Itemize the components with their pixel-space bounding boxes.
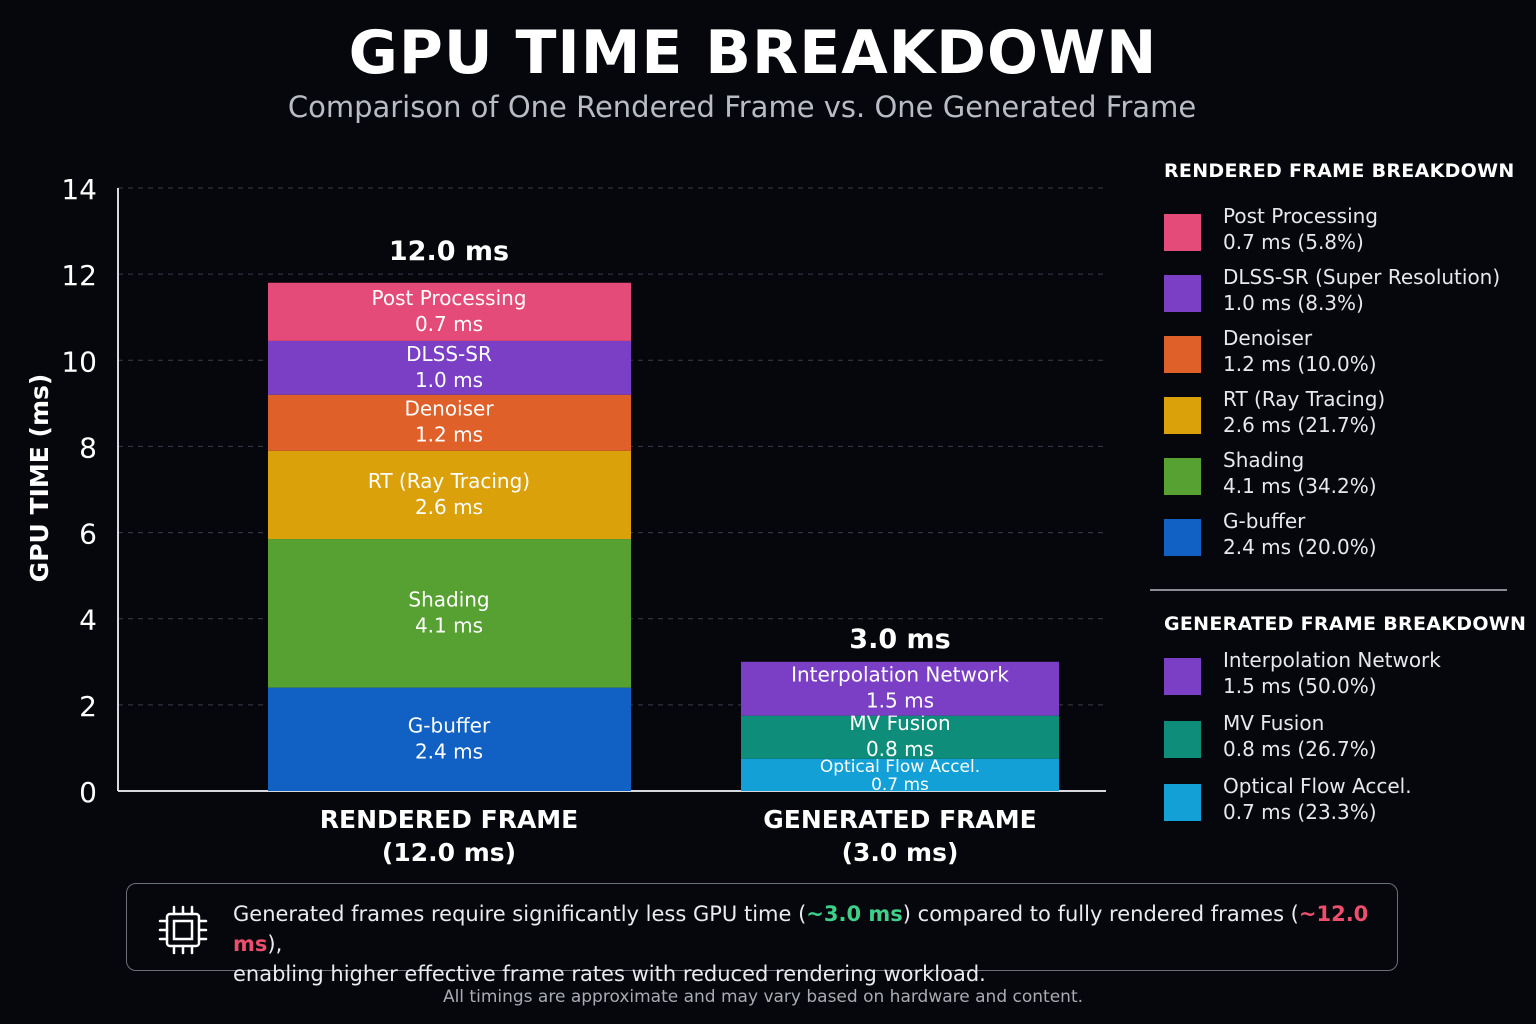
footnote: All timings are approximate and may vary… (442, 987, 1084, 1007)
segment-value-label: 2.4 ms (415, 739, 483, 763)
segment-name-label: Interpolation Network (791, 663, 1009, 687)
segment-value-label: 1.2 ms (415, 423, 483, 447)
legend-item-value: 0.8 ms (26.7%) (1223, 737, 1377, 761)
segment-name-label: Shading (408, 587, 489, 611)
y-tick-label: 8 (79, 431, 97, 464)
legend-item-name: Optical Flow Accel. (1223, 774, 1412, 798)
legend-swatch (1164, 784, 1201, 821)
y-tick-label: 12 (61, 259, 97, 292)
summary-text-part3: ), (267, 932, 283, 956)
segment-name-label: G-buffer (408, 713, 491, 737)
segment-value-label: 0.8 ms (866, 737, 934, 761)
legend-swatch (1164, 336, 1201, 373)
y-axis-label: GPU TIME (ms) (25, 374, 54, 583)
bar-segment (268, 394, 631, 451)
bar-segment (268, 539, 631, 688)
bar-segment (741, 715, 1059, 759)
bar-segment (741, 758, 1059, 791)
segment-value-label: 1.0 ms (415, 368, 483, 392)
summary-text-part2: ) compared to fully rendered frames ( (902, 902, 1299, 926)
legend-item-name: MV Fusion (1223, 711, 1325, 735)
segment-value-label: 0.7 ms (871, 775, 929, 795)
legend-item-value: 1.0 ms (8.3%) (1223, 291, 1364, 315)
legend-item-value: 0.7 ms (5.8%) (1223, 230, 1364, 254)
legend-item: Optical Flow Accel. 0.7 ms (23.3%) (1164, 774, 1524, 838)
legend-item: DLSS-SR (Super Resolution) 1.0 ms (8.3%) (1164, 265, 1524, 329)
legend-item-value: 0.7 ms (23.3%) (1223, 800, 1377, 824)
legend-swatch (1164, 519, 1201, 556)
y-tick-label: 6 (79, 518, 97, 551)
bar-segment (268, 687, 631, 791)
legend-divider (1150, 589, 1507, 591)
legend-item: G-buffer 2.4 ms (20.0%) (1164, 509, 1524, 573)
legend-swatch (1164, 397, 1201, 434)
x-category-label: GENERATED FRAME (763, 805, 1036, 834)
legend-item-name: Interpolation Network (1223, 648, 1441, 672)
x-category-label: RENDERED FRAME (320, 805, 579, 834)
summary-text-part1: Generated frames require significantly l… (233, 902, 807, 926)
y-tick-label: 2 (79, 690, 97, 723)
legend-item-name: G-buffer (1223, 509, 1306, 533)
bar-segment (268, 450, 631, 540)
legend-heading-generated: GENERATED FRAME BREAKDOWN (1164, 613, 1527, 635)
segment-value-label: 1.5 ms (866, 689, 934, 713)
legend-item-name: Denoiser (1223, 326, 1313, 350)
legend-item-value: 2.4 ms (20.0%) (1223, 535, 1377, 559)
segment-name-label: RT (Ray Tracing) (368, 469, 530, 493)
segment-value-label: 4.1 ms (415, 613, 483, 637)
y-tick-label: 10 (61, 345, 97, 378)
y-tick-label: 14 (61, 173, 97, 206)
legend-item: Denoiser 1.2 ms (10.0%) (1164, 326, 1524, 390)
segment-name-label: Post Processing (372, 286, 527, 310)
segment-name-label: DLSS-SR (406, 342, 492, 366)
legend-swatch (1164, 658, 1201, 695)
legend-item-value: 1.5 ms (50.0%) (1223, 674, 1377, 698)
legend-item: RT (Ray Tracing) 2.6 ms (21.7%) (1164, 387, 1524, 451)
summary-note: Generated frames require significantly l… (126, 883, 1398, 986)
legend-item: Post Processing 0.7 ms (5.8%) (1164, 204, 1524, 268)
legend-item-name: DLSS-SR (Super Resolution) (1223, 265, 1501, 289)
legend-item-value: 4.1 ms (34.2%) (1223, 474, 1377, 498)
legend-swatch (1164, 214, 1201, 251)
legend-item: Interpolation Network 1.5 ms (50.0%) (1164, 648, 1524, 712)
legend-item-name: Post Processing (1223, 204, 1378, 228)
x-category-sublabel: (12.0 ms) (382, 838, 516, 867)
bar-total-label: 3.0 ms (849, 624, 950, 655)
x-category-sublabel: (3.0 ms) (842, 838, 959, 867)
legend-item-value: 1.2 ms (10.0%) (1223, 352, 1377, 376)
summary-text-line2: enabling higher effective frame rates wi… (233, 962, 986, 986)
legend-item: Shading 4.1 ms (34.2%) (1164, 448, 1524, 512)
segment-value-label: 0.7 ms (415, 312, 483, 336)
summary-text: Generated frames require significantly l… (233, 899, 1383, 989)
y-tick-label: 0 (79, 776, 97, 809)
legend-item: MV Fusion 0.8 ms (26.7%) (1164, 711, 1524, 775)
segment-name-label: Denoiser (404, 397, 494, 421)
chart-title: GPU TIME BREAKDOWN (348, 18, 1158, 88)
legend-item-name: RT (Ray Tracing) (1223, 387, 1386, 411)
segment-name-label: Optical Flow Accel. (820, 757, 980, 777)
chip-icon (158, 905, 208, 955)
legend-item-name: Shading (1223, 448, 1305, 472)
bar-total-label: 12.0 ms (389, 236, 509, 267)
legend-swatch (1164, 458, 1201, 495)
legend-swatch (1164, 275, 1201, 312)
generated-time-highlight: ~3.0 ms (806, 902, 903, 926)
legend-item-value: 2.6 ms (21.7%) (1223, 413, 1377, 437)
rendered-time-highlight: ~12.0 ms (233, 902, 1369, 956)
bar-segment (741, 661, 1059, 716)
bar-segment (268, 340, 631, 395)
segment-value-label: 2.6 ms (415, 495, 483, 519)
legend-swatch (1164, 721, 1201, 758)
bar-segment (268, 282, 631, 341)
chart-subtitle: Comparison of One Rendered Frame vs. One… (287, 90, 1197, 124)
legend-heading-rendered: RENDERED FRAME BREAKDOWN (1164, 160, 1515, 182)
y-tick-label: 4 (79, 604, 97, 637)
